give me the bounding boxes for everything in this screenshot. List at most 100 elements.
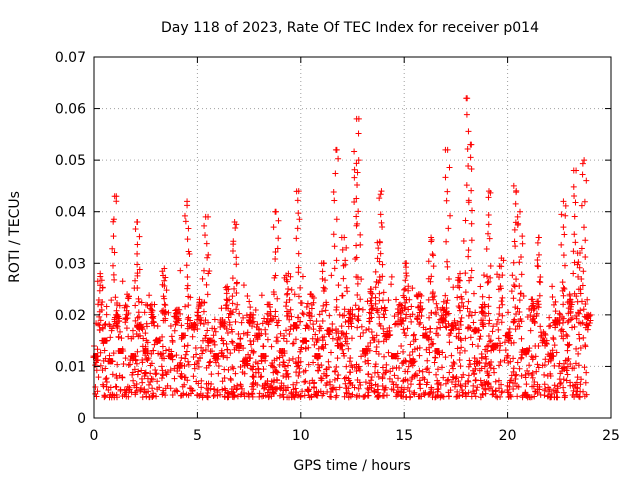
data-point-marker [564,371,571,378]
data-point-marker [516,297,523,304]
data-point-marker [470,290,477,297]
data-point-marker [580,334,587,341]
data-point-marker [523,381,530,388]
data-point-marker [136,266,143,273]
data-point-marker [184,198,191,205]
data-point-marker [279,391,286,398]
data-point-marker [309,335,316,342]
data-point-marker [498,298,505,305]
data-point-marker [484,368,491,375]
data-point-marker [133,331,140,338]
data-point-marker [407,313,414,320]
data-point-marker [408,318,415,325]
data-point-marker [563,377,570,384]
data-point-marker [303,338,310,345]
data-point-marker [269,389,276,396]
data-point-marker [99,298,106,305]
data-point-marker [110,350,117,357]
data-point-marker [167,367,174,374]
data-point-marker [355,208,362,215]
data-point-marker [299,388,306,395]
data-point-marker [206,359,213,366]
data-point-marker [317,325,324,332]
data-point-marker [369,304,376,311]
data-point-marker [454,282,461,289]
data-point-marker [353,115,360,122]
data-point-marker [282,367,289,374]
data-point-marker [205,270,212,277]
data-point-marker [575,309,582,316]
y-tick-label: 0.01 [55,359,86,375]
data-point-marker [426,349,433,356]
data-point-marker [492,387,499,394]
data-point-marker [485,372,492,379]
data-point-marker [373,278,380,285]
data-point-marker [320,284,327,291]
data-point-marker [233,280,240,287]
data-point-marker [575,393,582,400]
data-point-marker [322,372,329,379]
data-point-marker [273,369,280,376]
data-point-marker [377,191,384,198]
data-point-marker [403,270,410,277]
data-point-marker [240,282,247,289]
data-point-marker [113,198,120,205]
data-point-marker [177,392,184,399]
data-point-marker [434,366,441,373]
data-point-marker [530,383,537,390]
data-point-marker [402,285,409,292]
data-point-marker [514,359,521,366]
data-point-marker [496,347,503,354]
data-point-marker [541,337,548,344]
data-point-marker [168,354,175,361]
data-point-marker [477,394,484,401]
data-point-marker [354,169,361,176]
data-point-marker [281,363,288,370]
data-point-marker [109,245,116,252]
data-point-marker [227,350,234,357]
data-point-marker [558,241,565,248]
data-point-marker [552,298,559,305]
data-point-marker [558,326,565,333]
data-point-marker [335,334,342,341]
data-point-marker [463,182,470,189]
data-point-marker [461,347,468,354]
data-point-marker [132,317,139,324]
data-point-marker [479,293,486,300]
data-point-marker [326,378,333,385]
data-point-marker [485,230,492,237]
data-point-marker [465,197,472,204]
data-point-marker [489,328,496,335]
data-point-marker [447,387,454,394]
data-point-marker [284,308,291,315]
data-point-marker [165,309,172,316]
data-point-marker [272,208,279,215]
data-point-marker [283,291,290,298]
data-point-marker [463,95,470,102]
data-point-marker [530,354,537,361]
data-point-marker [161,277,168,284]
data-point-marker [368,377,375,384]
data-point-marker [564,357,571,364]
data-point-marker [297,393,304,400]
data-point-marker [479,310,486,317]
data-point-marker [485,212,492,219]
data-point-marker [297,346,304,353]
data-point-marker [239,385,246,392]
gridlines [94,57,611,418]
data-point-marker [351,166,358,173]
data-point-marker [419,368,426,375]
data-point-marker [336,384,343,391]
data-point-marker [135,295,142,302]
data-point-marker [351,384,358,391]
data-point-marker [132,226,139,233]
data-point-marker [468,237,475,244]
data-point-marker [318,377,325,384]
data-point-marker [354,182,361,189]
data-point-marker [499,272,506,279]
data-point-marker [353,195,360,202]
data-point-marker [391,372,398,379]
data-point-marker [159,333,166,340]
data-point-marker [417,385,424,392]
data-point-marker [339,292,346,299]
